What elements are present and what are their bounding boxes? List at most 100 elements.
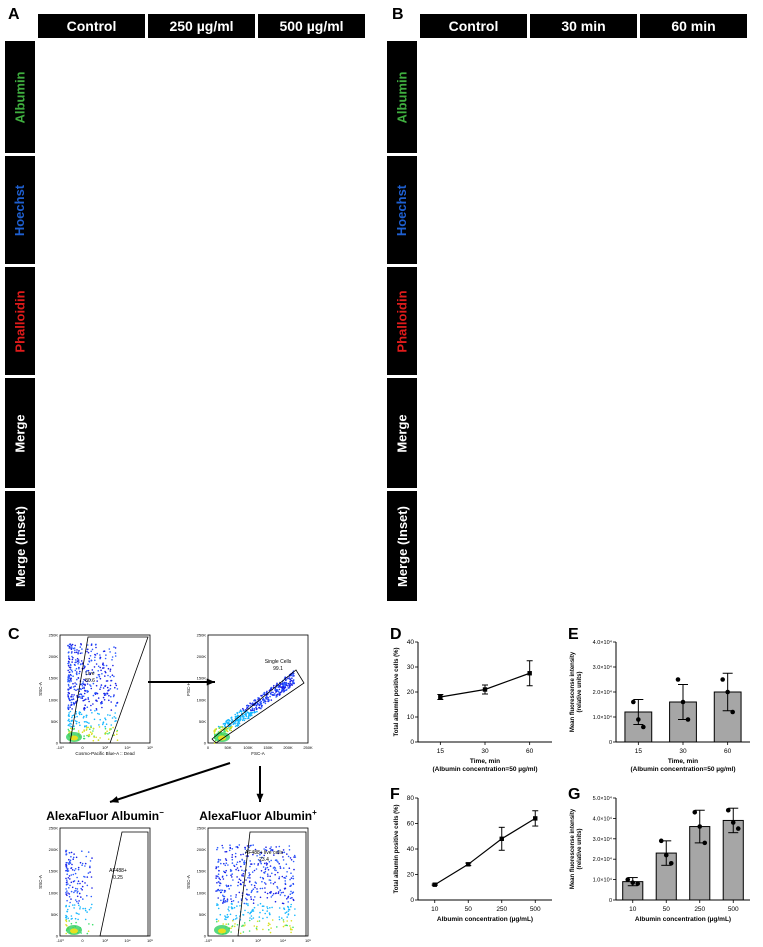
x-tick-label: 200K [283, 745, 293, 750]
row-label-text: Merge (Inset) [394, 505, 410, 587]
y-tick-label: 200K [197, 654, 207, 659]
x-tick-label: 60 [724, 748, 732, 755]
y-tick-label: 10 [407, 714, 415, 721]
chart-g: 0 1.0×10⁴ 2.0×10⁴ 3.0×10⁴ 4.0×10⁴ 5.0×10⁴ 10 50… [570, 795, 750, 923]
flow-gate [99, 831, 149, 937]
x-axis-sublabel: (Albumin concentration=50 µg/ml) [630, 766, 735, 773]
arrow-down-left-icon [109, 762, 231, 803]
row-label-text: Phalloidin [12, 289, 28, 353]
row-label-text: Albumin [12, 71, 28, 123]
gate-name: Single Cells [265, 659, 292, 665]
y-tick-label: 250K [197, 826, 207, 831]
chart-f: 0 20 40 60 80 10 50 250 500 Albumin concentration… [394, 795, 552, 923]
row-label-text: Albumin [394, 71, 410, 123]
gate-name: AF488+ [109, 868, 127, 874]
data-point [697, 824, 703, 829]
y-tick-label: 2.0×10⁴ [593, 689, 613, 696]
y-tick-label: 250K [49, 633, 59, 638]
y-tick-label: 0 [609, 740, 612, 746]
row-label-albumin: Albumin [5, 41, 35, 153]
x-tick-label: 250 [694, 906, 705, 913]
y-tick-label: 50K [51, 912, 58, 917]
y-tick-label: 3.0×10⁴ [593, 836, 613, 843]
row-label-text: Merge (Inset) [12, 505, 28, 587]
row-label-text: Merge [394, 413, 410, 453]
flow-gate [69, 636, 149, 744]
chart-e: 0 1.0×10⁴ 2.0×10⁴ 3.0×10⁴ 4.0×10⁴ 15 30 60 Time,… [570, 639, 750, 773]
y-tick-label: 150K [49, 869, 59, 874]
data-point [685, 717, 691, 722]
gate-value: 99.1 [273, 666, 283, 672]
data-point [735, 826, 741, 831]
panel-letter-b: B [392, 6, 404, 23]
row-label-text: Phalloidin [394, 289, 410, 353]
data-point [466, 862, 471, 867]
panel-letter-f: F [390, 786, 400, 803]
x-axis-sublabel: (Albumin concentration=50 µg/ml) [432, 766, 537, 773]
x-tick-label: 30 [481, 748, 489, 755]
x-axis-label: FSC-A [251, 751, 265, 756]
row-label-hoechst: Hoechst [387, 156, 417, 264]
x-axis-label: Albumin concentration (µg/mL) [635, 916, 731, 923]
data-point [725, 807, 731, 813]
y-tick-label: 5.0×10⁴ [593, 795, 613, 802]
y-tick-label: 40 [407, 639, 415, 646]
x-tick-label: 10⁴ [124, 938, 130, 943]
row-label-text: Hoechst [394, 184, 410, 236]
data-point [663, 852, 669, 858]
x-tick-label: 10⁴ [124, 745, 130, 750]
y-tick-label: 100K [197, 890, 207, 895]
row-label-text: Hoechst [12, 184, 28, 236]
data-point [641, 724, 646, 730]
y-tick-label: 0 [609, 898, 612, 904]
x-tick-label: 10⁴ [280, 938, 286, 943]
flow-plot-title-sup: − [159, 808, 164, 817]
y-tick-label: 2.0×10⁴ [593, 856, 613, 863]
x-tick-label: 100K [243, 745, 253, 750]
y-axis-label: Mean fluorescense intensity [570, 808, 576, 889]
data-point [482, 687, 488, 692]
x-axis-label: Cosmo-Pacific Blue-A :: Dead [75, 751, 135, 756]
x-tick-label: -10³ [204, 938, 212, 943]
y-axis-label: SSC-A [38, 875, 43, 889]
row-label-phalloidin: Phalloidin [387, 267, 417, 375]
x-tick-label: 10⁵ [305, 938, 311, 943]
x-axis-label: Comp-FITC-A [244, 944, 272, 945]
data-point [635, 881, 641, 886]
flow-gate [237, 831, 307, 937]
y-axis-label: Total albumin positive cells (%) [394, 648, 400, 737]
y-tick-label: 20 [407, 872, 415, 879]
x-tick-label: 30 [679, 748, 687, 755]
data-point [636, 717, 641, 722]
column-header-2: 30 min [530, 14, 637, 38]
y-axis-label: FSC-H [186, 682, 191, 696]
data-point [658, 838, 664, 844]
x-tick-label: -10³ [56, 938, 64, 943]
gate-value: 0.25 [113, 875, 123, 881]
y-axis-label: Total albumin positive cells (%) [394, 805, 400, 894]
row-label-text: Merge [12, 413, 28, 453]
x-tick-label: 10³ [102, 745, 108, 750]
y-tick-label: 150K [49, 676, 59, 681]
gate-name: AF488+ live cells [245, 850, 283, 856]
data-point [720, 677, 725, 682]
flow-gate [211, 669, 305, 744]
x-tick-label: 500 [728, 906, 739, 913]
data-point [680, 699, 686, 705]
column-header-3: 500 µg/ml [258, 14, 365, 38]
x-tick-label: 0 [81, 938, 84, 943]
x-tick-label: 50K [224, 745, 231, 750]
flow-plot-frame [207, 827, 309, 937]
gate-value: 80.6 [85, 678, 95, 684]
x-tick-label: 10³ [102, 938, 108, 943]
y-tick-label: 100K [49, 697, 59, 702]
x-tick-label: 0 [232, 938, 235, 943]
y-tick-label: 0 [204, 934, 207, 939]
column-header-1: Control [38, 14, 145, 38]
series-line [434, 817, 536, 886]
panel-letter-c: C [8, 626, 20, 643]
panel-letter-a: A [8, 6, 20, 23]
y-tick-label: 100K [197, 697, 207, 702]
